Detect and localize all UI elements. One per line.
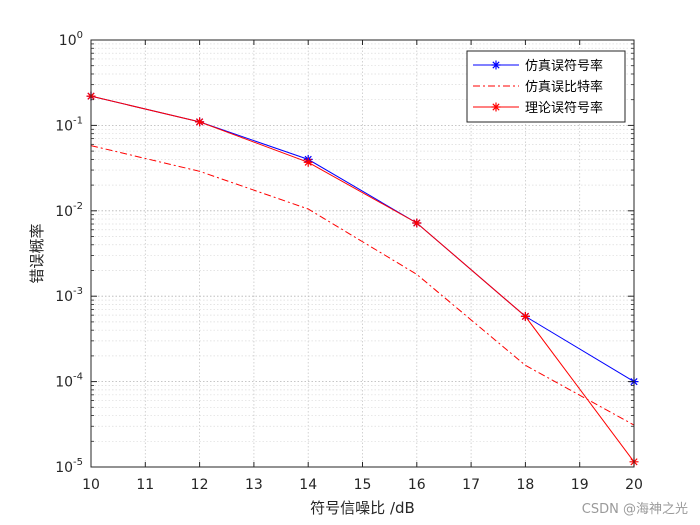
- y-tick-label: 10-5: [55, 457, 83, 476]
- x-tick-label: 12: [191, 477, 209, 493]
- x-tick-label: 18: [516, 477, 534, 493]
- x-tick-label: 15: [354, 477, 372, 493]
- x-tick-label: 20: [625, 477, 643, 493]
- y-tick-label: 100: [59, 30, 83, 49]
- legend-marker: [491, 102, 501, 112]
- y-axis-label: 错误概率: [28, 223, 46, 283]
- x-tick-label: 17: [462, 477, 480, 493]
- x-tick-label: 19: [571, 477, 589, 493]
- y-tick-label: 10-1: [55, 115, 83, 134]
- x-tick-label: 16: [408, 477, 426, 493]
- data-point-marker: [195, 117, 205, 127]
- data-point-marker: [412, 218, 422, 228]
- y-tick-label: 10-3: [55, 286, 83, 305]
- watermark: CSDN @海神之光: [581, 502, 688, 517]
- legend-entry-label: 理论误符号率: [525, 100, 603, 116]
- x-tick-label: 13: [245, 477, 263, 493]
- x-tick-label: 14: [299, 477, 317, 493]
- series-lines: [90, 95, 635, 463]
- legend-entry-label: 仿真误符号率: [525, 58, 603, 74]
- x-tick-label: 11: [136, 477, 154, 493]
- data-point-marker: [303, 157, 313, 167]
- y-tick-label: 10-2: [55, 201, 83, 220]
- grid: [90, 39, 635, 468]
- ticks: 10 11 12 13 14 15 16 17 18 19 20 100 10-1 10-2 10-3 10-…: [55, 30, 643, 493]
- y-tick-label: 10-4: [55, 372, 83, 391]
- legend-entry-label: 仿真误比特率: [525, 79, 603, 95]
- legend-marker: [491, 60, 501, 70]
- x-axis-label: 符号信噪比 /dB: [310, 499, 415, 517]
- series-line-3: [90, 95, 635, 463]
- series-line-2: [90, 145, 635, 426]
- data-point-marker: [520, 311, 530, 321]
- x-tick-label: 10: [82, 477, 100, 493]
